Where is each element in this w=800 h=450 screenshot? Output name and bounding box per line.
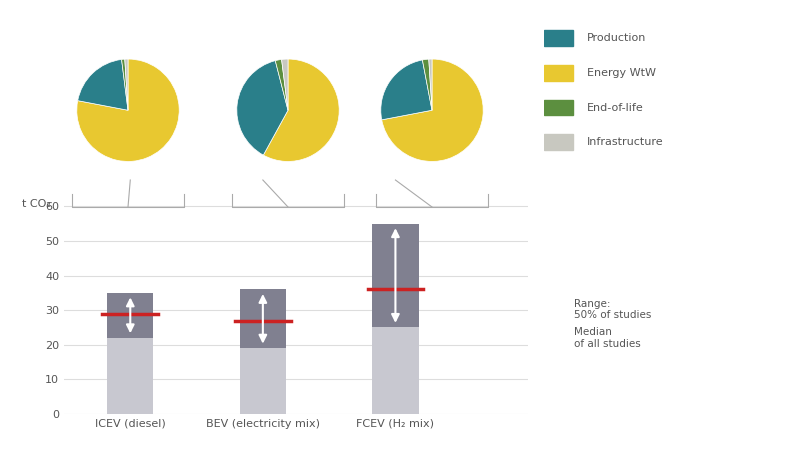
- Bar: [544, 65, 573, 81]
- Text: End-of-life: End-of-life: [587, 103, 644, 112]
- Wedge shape: [122, 59, 128, 110]
- Bar: [240, 289, 286, 414]
- Bar: [544, 134, 573, 150]
- Wedge shape: [237, 61, 288, 155]
- Bar: [542, 309, 561, 310]
- Text: Median
of all studies: Median of all studies: [574, 327, 641, 349]
- Wedge shape: [77, 59, 179, 162]
- Bar: [544, 100, 573, 116]
- Wedge shape: [78, 59, 128, 110]
- Wedge shape: [381, 60, 432, 120]
- Bar: [240, 289, 286, 348]
- Wedge shape: [263, 59, 339, 162]
- Wedge shape: [382, 59, 483, 162]
- Text: Range:
50% of studies: Range: 50% of studies: [574, 299, 652, 320]
- Bar: [544, 31, 573, 46]
- Wedge shape: [125, 59, 128, 110]
- Bar: [372, 224, 418, 414]
- Bar: [107, 293, 154, 414]
- Wedge shape: [275, 59, 288, 110]
- Wedge shape: [429, 59, 432, 110]
- Text: Production: Production: [587, 33, 646, 43]
- Text: Energy WtW: Energy WtW: [587, 68, 656, 78]
- Text: Infrastructure: Infrastructure: [587, 137, 664, 147]
- Bar: [107, 293, 154, 338]
- Wedge shape: [282, 59, 288, 110]
- Wedge shape: [422, 59, 432, 110]
- Bar: [372, 224, 418, 328]
- Text: t CO₂: t CO₂: [22, 199, 50, 209]
